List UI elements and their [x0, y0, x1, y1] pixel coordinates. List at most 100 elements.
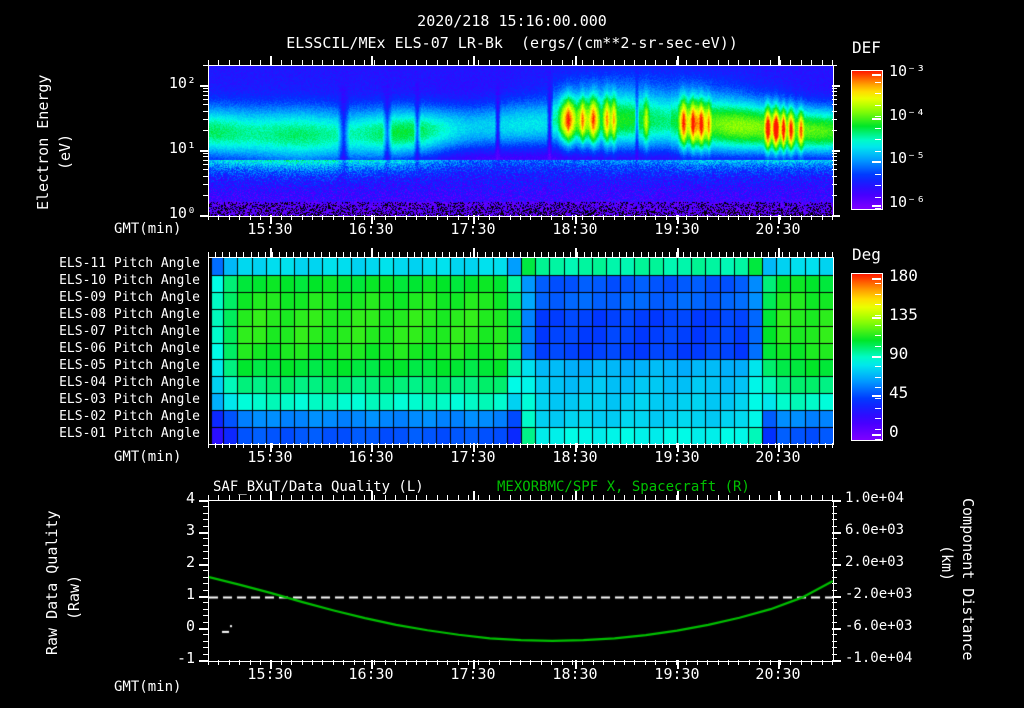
axis-tick — [747, 252, 748, 257]
axis-tick — [697, 252, 698, 257]
axis-tick — [548, 252, 549, 257]
axis-tick — [875, 346, 881, 347]
axis-tick — [872, 434, 881, 436]
axis-tick — [203, 660, 208, 661]
axis-tick — [489, 660, 490, 665]
axis-tick — [832, 130, 837, 131]
axis-tick — [218, 60, 219, 65]
axis-tick — [634, 60, 635, 65]
axis-tick — [499, 495, 500, 500]
axis-tick — [203, 526, 208, 527]
axis-tick — [435, 252, 436, 257]
axis-tick — [208, 60, 209, 65]
axis-tick — [428, 252, 429, 257]
axis-tick — [605, 443, 606, 448]
axis-tick — [485, 252, 486, 257]
axis-tick — [683, 443, 684, 448]
axis-tick — [203, 538, 208, 539]
axis-tick — [478, 60, 479, 65]
axis-tick — [473, 443, 475, 452]
axis-tick — [818, 252, 819, 257]
axis-tick — [872, 278, 881, 280]
pitch-angle-panel[interactable] — [208, 257, 834, 445]
axis-tick — [203, 164, 208, 165]
axis-tick — [279, 252, 280, 257]
axis-tick — [811, 252, 812, 257]
axis-tick — [718, 660, 719, 665]
axis-tick — [374, 660, 375, 665]
axis-tick — [506, 443, 507, 448]
axis-tick — [449, 252, 450, 257]
axis-tick — [456, 443, 457, 448]
axis-tick — [719, 443, 720, 448]
axis-tick — [825, 252, 826, 257]
axis-tick — [875, 105, 881, 106]
axis-tick — [603, 495, 604, 500]
axis-tick — [832, 615, 837, 616]
tick-label: 2 — [185, 553, 195, 571]
axis-tick — [215, 252, 216, 257]
axis-tick — [203, 647, 208, 648]
axis-tick — [634, 660, 635, 665]
axis-tick — [645, 215, 646, 220]
tick-label: 18:30 — [552, 448, 598, 466]
axis-tick — [272, 252, 273, 257]
data-quality-canvas — [209, 501, 833, 661]
pitch-angle-row-label: ELS-03 Pitch Angle — [59, 392, 200, 407]
axis-tick — [492, 252, 493, 257]
axis-tick — [239, 660, 240, 665]
axis-tick — [832, 538, 837, 539]
axis-tick — [789, 252, 790, 257]
axis-tick — [510, 215, 511, 220]
tick-label: 6.0e+03 — [845, 522, 905, 538]
axis-tick — [749, 60, 750, 65]
axis-tick — [778, 660, 780, 669]
tick-label: 10¹ — [168, 139, 196, 157]
axis-tick — [875, 197, 881, 198]
axis-tick — [832, 660, 837, 661]
axis-tick — [655, 443, 656, 448]
axis-tick — [875, 398, 881, 399]
axis-tick — [832, 532, 837, 533]
tick-label: 18:30 — [552, 665, 598, 683]
axis-tick — [281, 495, 282, 500]
axis-tick — [243, 252, 244, 257]
tick-label: 15:30 — [247, 448, 293, 466]
axis-tick — [437, 495, 438, 500]
tick-label: 10⁻⁶ — [889, 193, 926, 211]
axis-tick — [797, 252, 798, 257]
axis-tick — [832, 596, 837, 597]
tick-label: -1 — [176, 649, 195, 667]
axis-tick — [203, 577, 208, 578]
data-quality-panel[interactable] — [208, 500, 834, 662]
tick-label: 17:30 — [450, 448, 496, 466]
axis-tick — [726, 443, 727, 448]
electron-energy-spectrogram-panel[interactable] — [208, 65, 834, 217]
axis-tick — [314, 443, 315, 448]
axis-tick — [655, 252, 656, 257]
axis-tick — [875, 335, 881, 336]
axis-tick — [633, 252, 634, 257]
axis-tick — [426, 495, 427, 500]
axis-tick — [740, 443, 741, 448]
axis-tick — [818, 443, 819, 448]
axis-tick — [832, 660, 833, 665]
tick-label: 20:30 — [755, 448, 801, 466]
axis-tick — [473, 56, 475, 65]
axis-tick — [489, 495, 490, 500]
axis-tick — [626, 252, 627, 257]
axis-tick — [593, 495, 594, 500]
axis-tick — [302, 215, 303, 220]
axis-tick — [199, 660, 208, 662]
axis-tick — [697, 215, 698, 220]
axis-tick — [215, 443, 216, 448]
axis-tick — [801, 60, 802, 65]
axis-tick — [426, 215, 427, 220]
axis-tick — [222, 443, 223, 448]
axis-tick — [208, 495, 209, 500]
tick-label: 10⁰ — [168, 204, 196, 222]
axis-tick — [270, 443, 272, 452]
axis-tick — [662, 443, 663, 448]
axis-tick — [437, 215, 438, 220]
axis-tick — [416, 495, 417, 500]
